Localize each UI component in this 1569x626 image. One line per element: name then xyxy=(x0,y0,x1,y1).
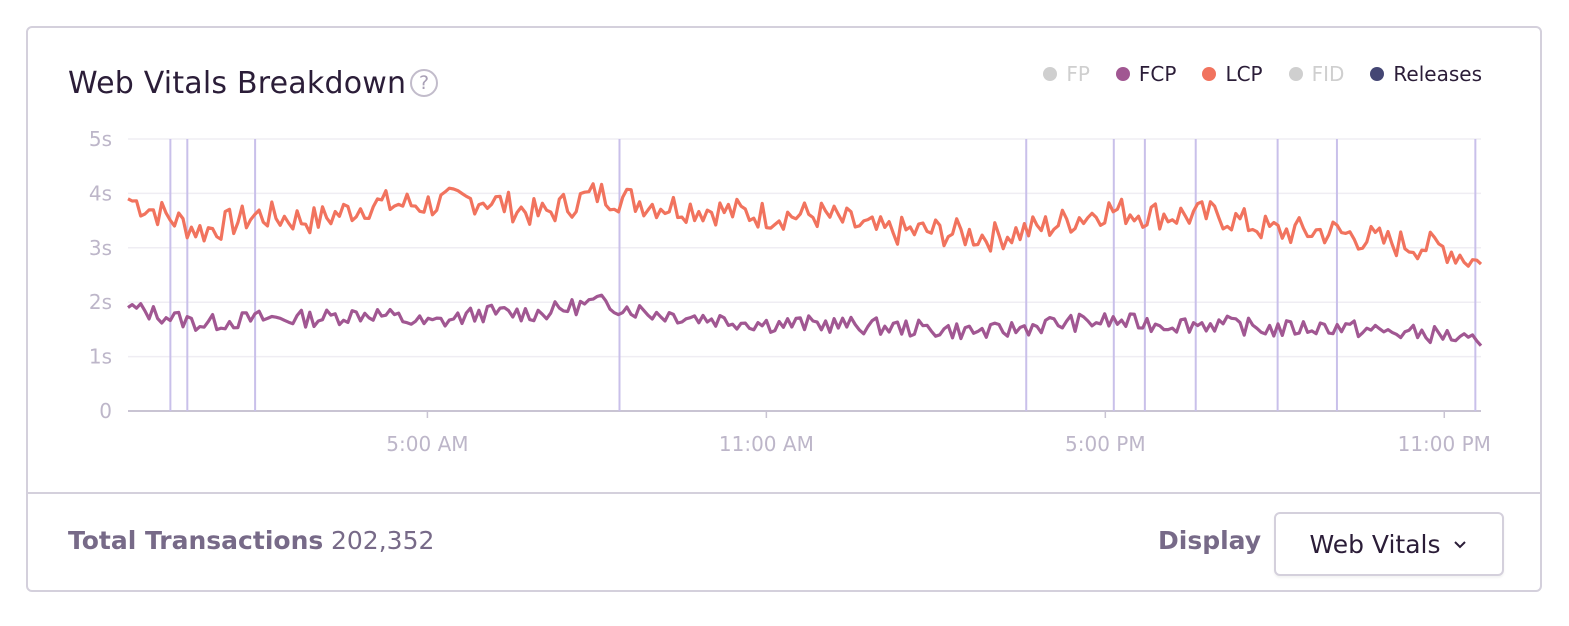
legend-dot-fid xyxy=(1288,67,1303,81)
series-line-fcp xyxy=(127,293,1483,347)
legend-item-releases[interactable]: Releases xyxy=(1370,62,1482,86)
web-vitals-panel: Web Vitals Breakdown ? FP FCP LCP FID Re… xyxy=(26,26,1542,592)
y-tick-label: 3s xyxy=(89,236,112,260)
legend-dot-releases xyxy=(1370,67,1385,81)
legend-item-fcp[interactable]: FCP xyxy=(1115,62,1177,86)
legend-label-fcp: FCP xyxy=(1138,62,1177,86)
legend-item-fid[interactable]: FID xyxy=(1288,62,1345,86)
legend-label-releases: Releases xyxy=(1393,62,1482,86)
y-tick-label: 4s xyxy=(89,181,112,205)
series-line-lcp xyxy=(127,182,1483,268)
chevron-down-icon xyxy=(1453,541,1466,549)
legend-item-lcp[interactable]: LCP xyxy=(1202,62,1263,86)
legend-label-fid: FID xyxy=(1311,62,1345,86)
display-label: Display xyxy=(1158,526,1262,555)
legend-item-fp[interactable]: FP xyxy=(1043,62,1090,86)
legend-dot-lcp xyxy=(1202,67,1217,81)
x-tick-label: 5:00 AM xyxy=(386,432,468,456)
total-transactions-value: 202,352 xyxy=(331,526,435,555)
display-dropdown[interactable]: Web Vitals xyxy=(1274,512,1504,576)
panel-title: Web Vitals Breakdown xyxy=(68,66,407,101)
x-tick-label: 11:00 AM xyxy=(719,432,814,456)
y-tick-label: 1s xyxy=(89,345,112,369)
legend-label-fp: FP xyxy=(1066,62,1090,86)
footer-divider xyxy=(28,492,1540,494)
y-tick-label: 5s xyxy=(89,127,112,151)
chart-legend: FP FCP LCP FID Releases xyxy=(1043,62,1482,86)
legend-label-lcp: LCP xyxy=(1225,62,1263,86)
y-tick-label: 0 xyxy=(99,399,112,423)
display-dropdown-value: Web Vitals xyxy=(1309,529,1441,559)
legend-dot-fcp xyxy=(1115,67,1130,81)
x-tick-label: 5:00 PM xyxy=(1065,432,1146,456)
legend-dot-fp xyxy=(1043,67,1058,81)
question-circle-icon[interactable]: ? xyxy=(410,69,438,97)
x-tick-label: 11:00 PM xyxy=(1398,432,1491,456)
y-tick-label: 2s xyxy=(89,290,112,314)
total-transactions-label: Total Transactions xyxy=(68,526,324,555)
